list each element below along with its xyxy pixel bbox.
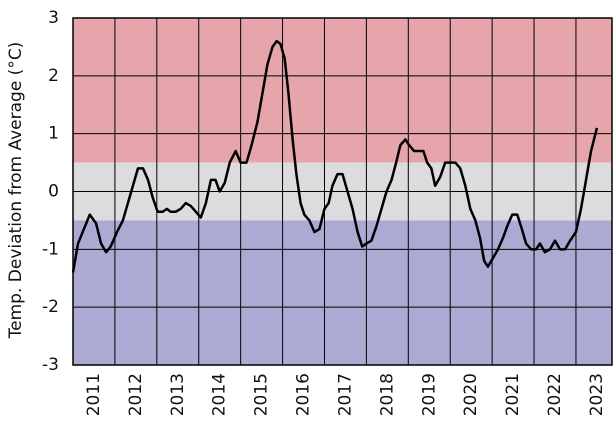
- y-tick-label: 3: [48, 8, 59, 28]
- y-tick-label: 2: [48, 66, 59, 86]
- x-tick-label: 2021: [503, 373, 523, 416]
- y-tick-label: 0: [48, 182, 59, 202]
- x-tick-label: 2012: [126, 373, 146, 416]
- x-tick-label: 2015: [252, 373, 272, 416]
- band: [73, 18, 612, 163]
- x-tick-label: 2018: [377, 373, 397, 416]
- x-tick-label: 2017: [335, 373, 355, 416]
- x-tick-label: 2016: [294, 373, 314, 416]
- x-tick-label: 2020: [461, 373, 481, 416]
- y-tick-label: -1: [42, 239, 59, 259]
- x-tick-label: 2023: [587, 373, 607, 416]
- x-tick-label: 2014: [210, 373, 230, 416]
- y-axis-label: Temp. Deviation from Average (°C): [6, 42, 26, 340]
- y-tick-label: -2: [42, 297, 59, 317]
- x-tick-label: 2019: [419, 373, 439, 416]
- y-tick-label: 1: [48, 124, 59, 144]
- x-tick-label: 2022: [545, 373, 565, 416]
- line-series: [71, 39, 599, 273]
- plot-frame: [72, 17, 613, 366]
- y-tick-label: -3: [42, 355, 59, 375]
- x-tick-label: 2013: [168, 373, 188, 416]
- band: [73, 220, 612, 365]
- x-tick-label: 2011: [84, 373, 104, 416]
